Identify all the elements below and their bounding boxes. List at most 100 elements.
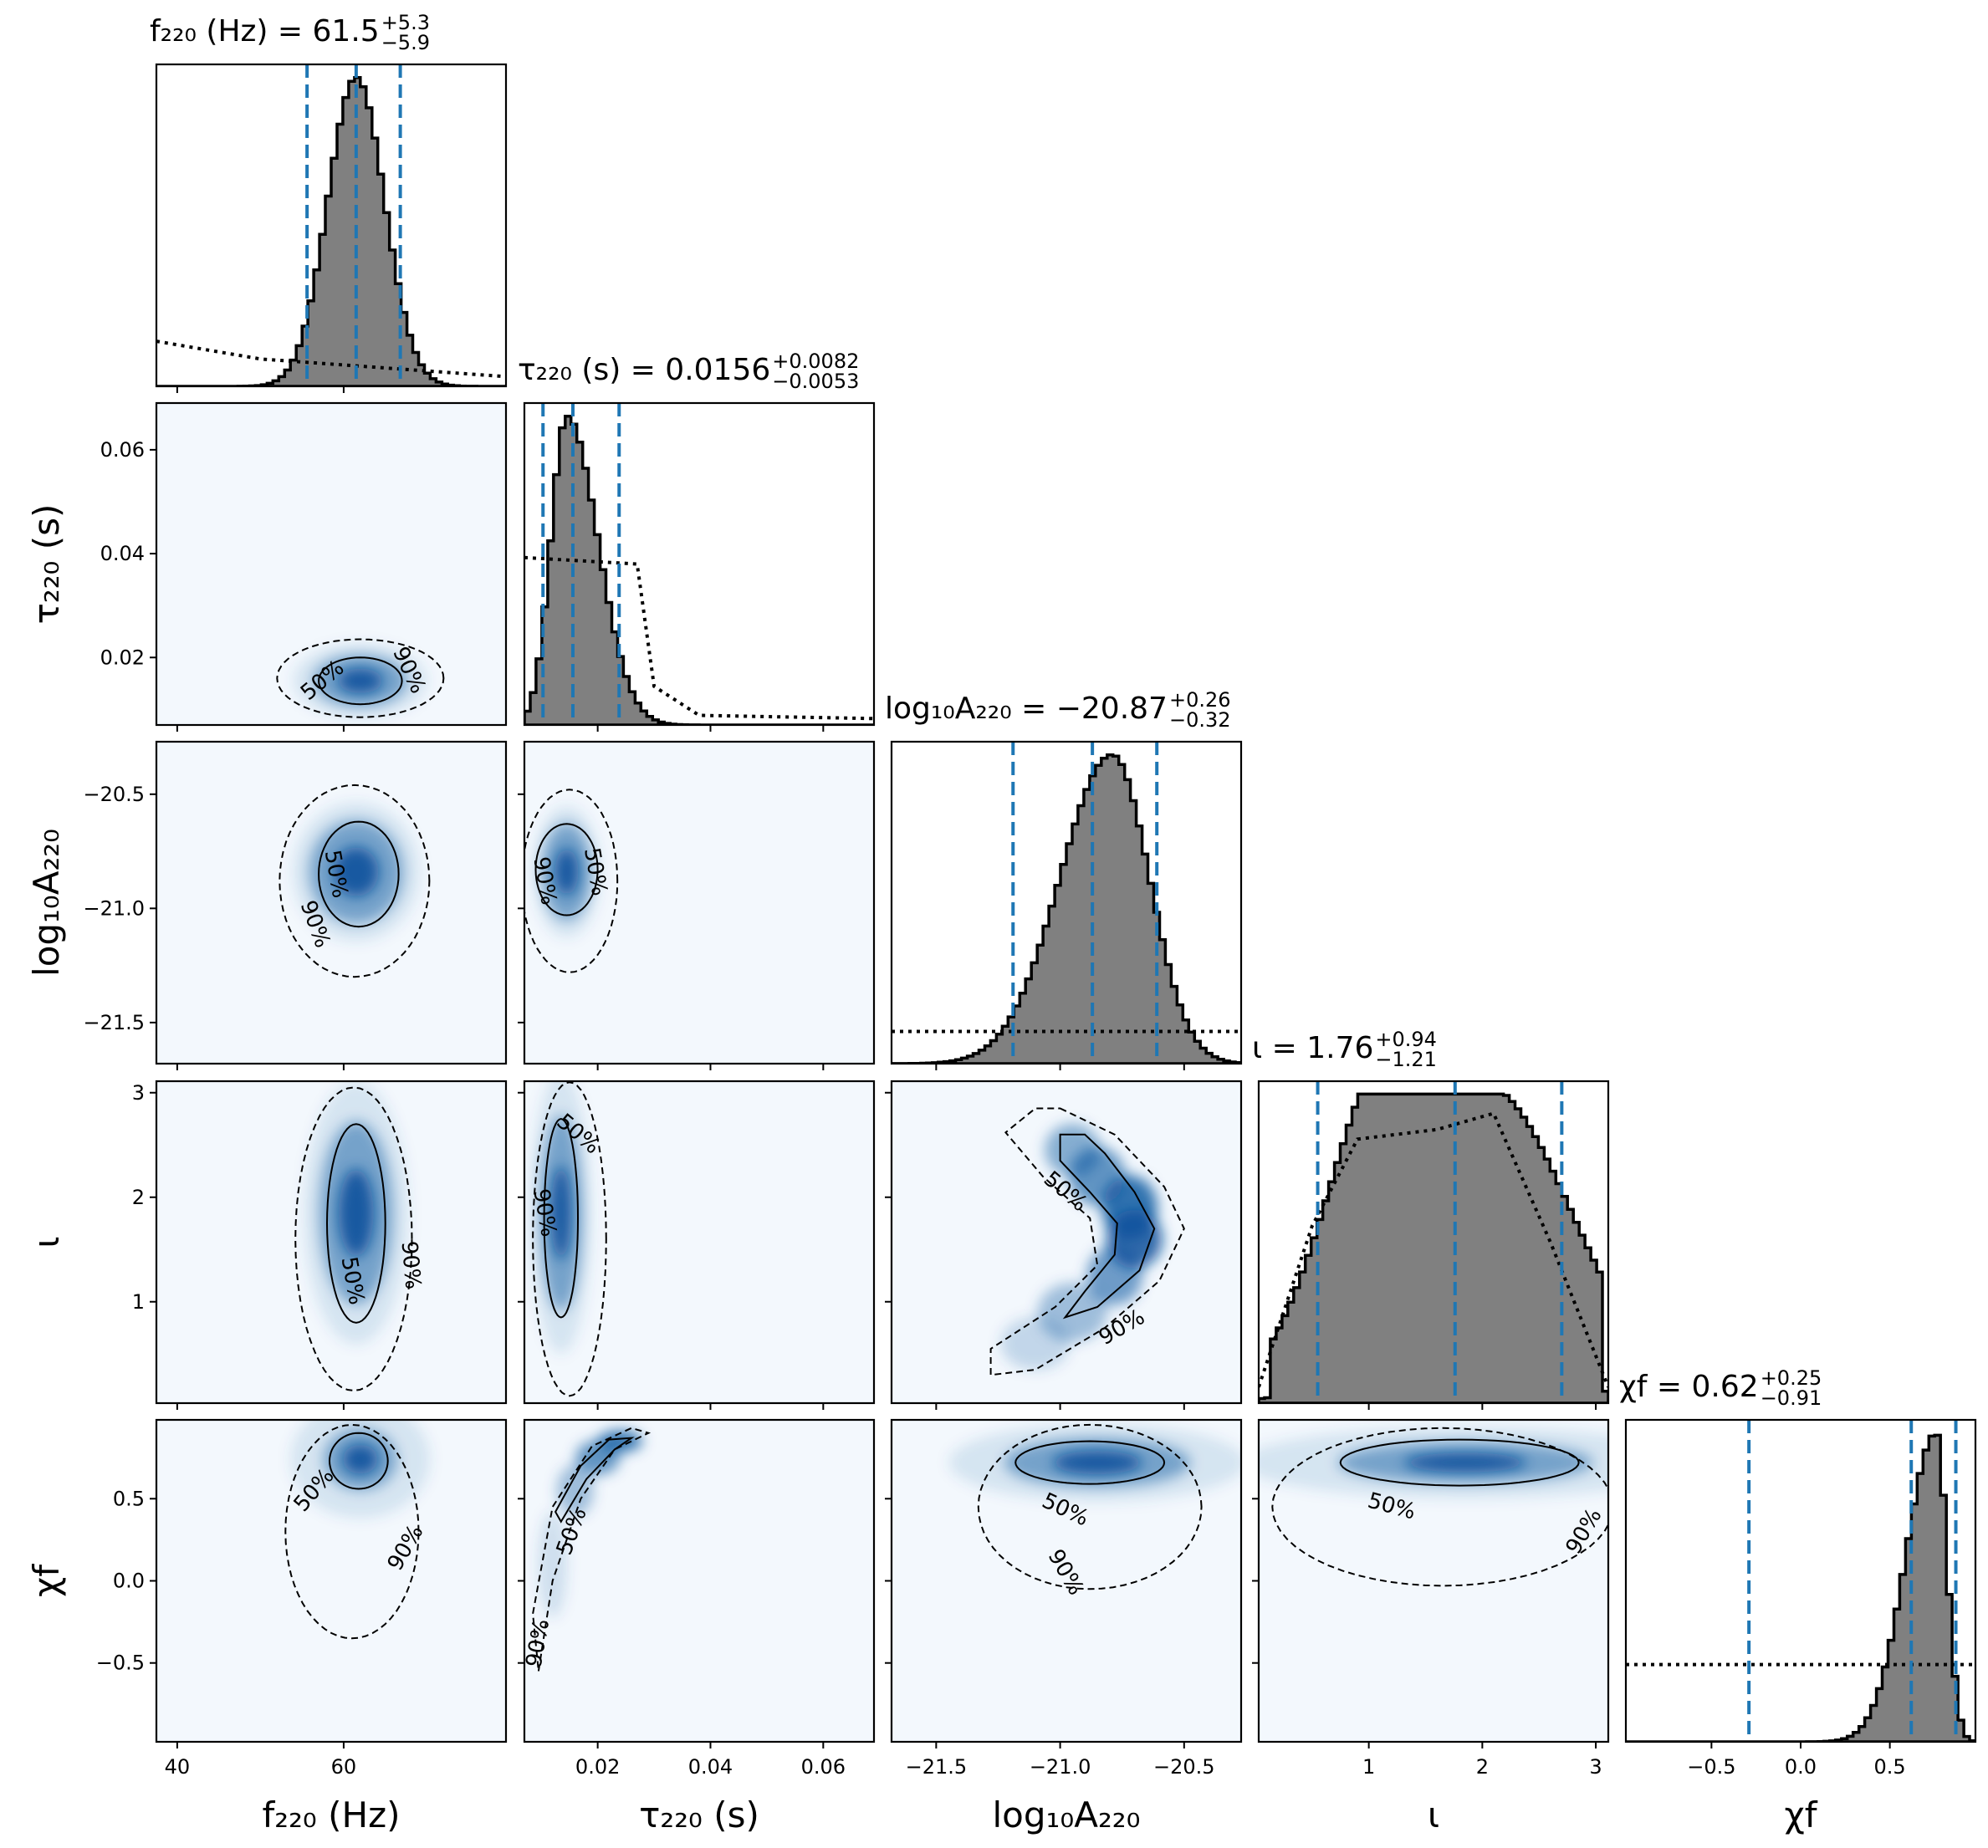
density-core <box>338 1169 374 1257</box>
x-axis-label-logA220: log₁₀A₂₂₀ <box>993 1794 1141 1835</box>
contour-50 <box>328 1432 389 1490</box>
title-lower-error: −0.91 <box>1761 1386 1822 1410</box>
contour-label: 90% <box>396 1240 426 1290</box>
title-lower-error: −0.32 <box>1169 708 1231 732</box>
panel-frame <box>155 1080 508 1405</box>
density-core <box>554 848 579 896</box>
x-tick-label: −21.0 <box>1030 1755 1091 1779</box>
panel-f220-logA220: 50%90% <box>150 740 508 1070</box>
x-tick-label: −0.5 <box>1687 1755 1735 1779</box>
y-tick-label: 0.5 <box>113 1487 145 1510</box>
title-upper-error: +0.25 <box>1761 1366 1822 1390</box>
panel-frame <box>890 1080 1243 1405</box>
panel-tau220-chif: 50%90% <box>518 1418 876 1748</box>
panel-tau220-tau220 <box>523 401 876 732</box>
panel-title-f220: f₂₂₀ (Hz) = 61.5 <box>150 14 380 48</box>
prior-line <box>156 339 506 379</box>
title-lower-error: −1.21 <box>1375 1048 1437 1071</box>
x-tick-label: 2 <box>1476 1755 1489 1779</box>
y-tick-label: 2 <box>132 1186 145 1209</box>
panel-chif-chif <box>1624 1418 1977 1748</box>
y-axis-label-logA220: log₁₀A₂₂₀ <box>26 829 67 977</box>
panel-frame <box>155 401 508 727</box>
panel-frame <box>523 1080 876 1405</box>
density-blob <box>575 1440 620 1475</box>
panel-frame <box>523 740 876 1065</box>
contour-50 <box>318 656 403 706</box>
panel-tau220-iota: 50%90% <box>518 1080 876 1410</box>
y-axis-label-iota: ι <box>26 1236 67 1248</box>
y-tick-label: 0.04 <box>100 542 145 565</box>
contour-90 <box>532 1427 652 1672</box>
panel-iota-chif: 50% 90% <box>1252 1418 1610 1748</box>
x-tick-label: −20.5 <box>1153 1755 1215 1779</box>
contour-50 <box>534 823 599 916</box>
posterior-histogram <box>892 753 1241 1064</box>
contour-90 <box>276 638 445 718</box>
x-tick-label: 0.5 <box>1874 1755 1906 1779</box>
panel-title-iota: ι = 1.76 <box>1252 1031 1373 1065</box>
y-axis-label-chif: χf <box>26 1564 67 1597</box>
x-tick-label: 0.04 <box>688 1755 733 1779</box>
prior-line <box>1259 1111 1608 1388</box>
panel-f220-chif: 50%90% <box>150 1418 508 1748</box>
contour-50 <box>1059 1133 1156 1320</box>
panel-iota-iota <box>1257 1080 1610 1410</box>
density-blob <box>1086 1246 1143 1305</box>
contour-50 <box>325 1123 386 1324</box>
title-lower-error: −0.0053 <box>772 370 859 393</box>
panel-frame <box>1257 1080 1610 1405</box>
x-tick-label: 0.06 <box>801 1755 846 1779</box>
posterior-histogram <box>524 415 874 725</box>
title-upper-error: +5.3 <box>381 11 430 34</box>
density-core <box>1052 1450 1142 1475</box>
panel-title-logA220: log₁₀A₂₂₀ = −20.87 <box>885 692 1168 726</box>
panel-title-tau220: τ₂₂₀ (s) = 0.0156 <box>518 353 770 387</box>
y-tick-label: 1 <box>132 1290 145 1314</box>
panel-logA220-chif: 50%90% <box>885 1418 1243 1748</box>
y-axis-label-tau220: τ₂₂₀ (s) <box>26 504 67 625</box>
contour-90 <box>294 1086 413 1392</box>
contour-50 <box>554 1437 635 1524</box>
posterior-histogram <box>1626 1433 1975 1742</box>
panel-frame <box>155 63 508 388</box>
panel-tau220-logA220: 90% 50% <box>518 740 876 1070</box>
y-tick-label: −20.5 <box>83 783 145 806</box>
posterior-histogram <box>1259 1092 1608 1403</box>
x-tick-label: 3 <box>1589 1755 1602 1779</box>
x-tick-label: −21.5 <box>906 1755 968 1779</box>
panel-frame <box>155 740 508 1065</box>
density-core <box>337 668 383 694</box>
x-axis-label-chif: χf <box>1784 1794 1817 1835</box>
density-blob <box>538 1511 568 1618</box>
y-tick-label: −0.5 <box>96 1651 145 1675</box>
y-tick-label: 0.06 <box>100 438 145 462</box>
y-tick-label: 0.0 <box>113 1570 145 1593</box>
panel-logA220-iota: 50%90% <box>885 1080 1243 1410</box>
panel-f220-f220 <box>155 63 508 393</box>
y-tick-label: 3 <box>132 1081 145 1105</box>
posterior-histogram <box>156 76 506 386</box>
x-tick-label: 40 <box>165 1755 191 1779</box>
contour-50 <box>318 820 400 928</box>
panel-frame <box>890 740 1243 1065</box>
contour-90 <box>1271 1427 1608 1587</box>
panel-logA220-logA220 <box>890 740 1243 1070</box>
title-lower-error: −5.9 <box>381 31 430 54</box>
title-upper-error: +0.26 <box>1169 688 1231 712</box>
x-tick-label: 0.02 <box>575 1755 620 1779</box>
x-tick-label: 1 <box>1362 1755 1375 1779</box>
density-core <box>333 847 379 897</box>
x-axis-label-tau220: τ₂₂₀ (s) <box>639 1794 759 1835</box>
panel-f220-iota: 50% 90% <box>150 1080 508 1410</box>
x-tick-label: 0.0 <box>1785 1755 1817 1779</box>
density-core <box>342 1444 378 1474</box>
title-upper-error: +0.94 <box>1375 1028 1437 1051</box>
contour-90 <box>284 1423 420 1640</box>
density-core <box>1403 1452 1527 1473</box>
panel-f220-tau220: 50% 90% <box>150 401 508 732</box>
contour-90 <box>989 1107 1185 1376</box>
prior-line <box>524 555 874 721</box>
density-blob <box>1000 1317 1071 1371</box>
